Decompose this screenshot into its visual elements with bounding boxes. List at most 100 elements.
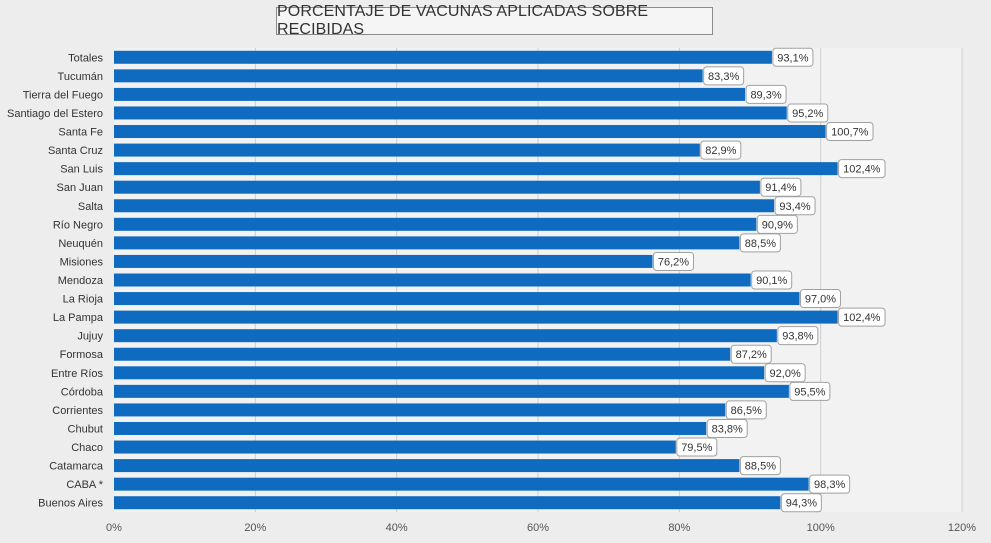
data-label-group: 79,5%: [676, 437, 718, 457]
data-label-box: [739, 233, 781, 253]
data-label: 102,4%: [843, 164, 881, 176]
data-label-box: [703, 66, 745, 86]
data-label: 93,1%: [777, 52, 808, 64]
data-label-group: 83,3%: [703, 66, 745, 86]
bar: [114, 459, 740, 473]
bar: [114, 347, 731, 361]
data-label: 79,5%: [681, 442, 712, 454]
bar: [114, 440, 676, 454]
bar: [114, 162, 838, 176]
data-label-box: [756, 214, 798, 234]
data-label: 87,2%: [736, 349, 767, 361]
data-label-group: 87,2%: [730, 344, 772, 364]
x-tick-label: 60%: [527, 522, 549, 534]
bar: [114, 403, 726, 417]
data-label-box: [739, 456, 781, 476]
data-label: 88,5%: [745, 238, 776, 250]
data-label: 93,8%: [782, 331, 813, 343]
data-label-group: 102,4%: [838, 159, 886, 179]
category-label: La Pampa: [53, 312, 104, 324]
bar: [114, 292, 800, 306]
bar: [114, 254, 653, 268]
data-label-group: 102,4%: [838, 307, 886, 327]
category-label: Entre Ríos: [51, 368, 103, 380]
category-label: Buenos Aires: [38, 498, 103, 510]
data-label: 91,4%: [765, 182, 796, 194]
data-label: 94,3%: [786, 498, 817, 510]
bar: [114, 199, 775, 213]
bar: [114, 87, 746, 101]
category-label: Catamarca: [49, 461, 104, 473]
data-label-group: 94,3%: [780, 493, 822, 513]
data-label-group: 88,5%: [739, 456, 781, 476]
data-label: 93,4%: [779, 201, 810, 213]
data-label: 82,9%: [705, 145, 736, 157]
category-label: Formosa: [60, 349, 104, 361]
category-label: Totales: [68, 52, 103, 64]
category-label: La Rioja: [63, 294, 104, 306]
data-label-group: 90,1%: [751, 270, 793, 290]
category-label: Tucumán: [58, 71, 103, 83]
data-label-group: 91,4%: [760, 177, 802, 197]
data-label: 90,1%: [756, 275, 787, 287]
data-label-box: [787, 103, 829, 123]
data-label-group: 88,5%: [739, 233, 781, 253]
data-label-box: [725, 400, 767, 420]
data-label: 92,0%: [770, 368, 801, 380]
category-label: Salta: [78, 201, 104, 213]
data-label-box: [799, 289, 841, 309]
data-label-group: 93,1%: [772, 47, 814, 67]
bar: [114, 366, 765, 380]
bar: [114, 273, 751, 287]
data-label-box: [838, 159, 886, 179]
data-label-box: [838, 307, 886, 327]
data-label-box: [772, 47, 814, 67]
data-label-box: [745, 84, 787, 104]
data-label: 95,2%: [792, 108, 823, 120]
data-label-box: [706, 418, 748, 438]
data-label-box: [826, 122, 874, 142]
chart-title-box: PORCENTAJE DE VACUNAS APLICADAS SOBRE RE…: [276, 3, 713, 38]
data-label-box: [700, 140, 742, 160]
data-label: 88,5%: [745, 461, 776, 473]
x-tick-label: 0%: [106, 522, 122, 534]
data-label-group: 90,9%: [756, 214, 798, 234]
category-label: Neuquén: [58, 238, 103, 250]
bar: [114, 180, 760, 194]
data-label-group: 92,0%: [764, 363, 806, 383]
data-label-group: 95,2%: [787, 103, 829, 123]
bar: [114, 236, 740, 250]
data-label-group: 93,8%: [777, 326, 819, 346]
bar: [114, 310, 838, 324]
bar: [114, 384, 789, 398]
bar: [114, 50, 772, 64]
x-tick-label: 80%: [668, 522, 690, 534]
x-tick-label: 120%: [948, 522, 976, 534]
data-label-group: 97,0%: [799, 289, 841, 309]
data-label-box: [760, 177, 802, 197]
data-label: 100,7%: [831, 127, 869, 139]
category-label: Santa Fe: [58, 127, 103, 139]
data-label: 102,4%: [843, 312, 881, 324]
data-label-group: 95,5%: [789, 381, 831, 401]
data-label-box: [774, 196, 816, 216]
category-label: San Juan: [57, 182, 103, 194]
category-label: Santa Cruz: [48, 145, 103, 157]
x-tick-label: 100%: [807, 522, 835, 534]
data-label-box: [652, 251, 694, 271]
data-label: 86,5%: [731, 405, 762, 417]
category-label: Santiago del Estero: [7, 108, 103, 120]
data-label-box: [789, 381, 831, 401]
category-label: Corrientes: [52, 405, 103, 417]
data-label-box: [780, 493, 822, 513]
bar: [114, 496, 781, 510]
data-label: 90,9%: [762, 219, 793, 231]
category-label: Misiones: [60, 256, 104, 268]
data-label-group: 83,8%: [706, 418, 748, 438]
category-label: Chaco: [71, 442, 103, 454]
bar: [114, 106, 787, 120]
bar: [114, 421, 707, 435]
data-label: 98,3%: [814, 479, 845, 491]
